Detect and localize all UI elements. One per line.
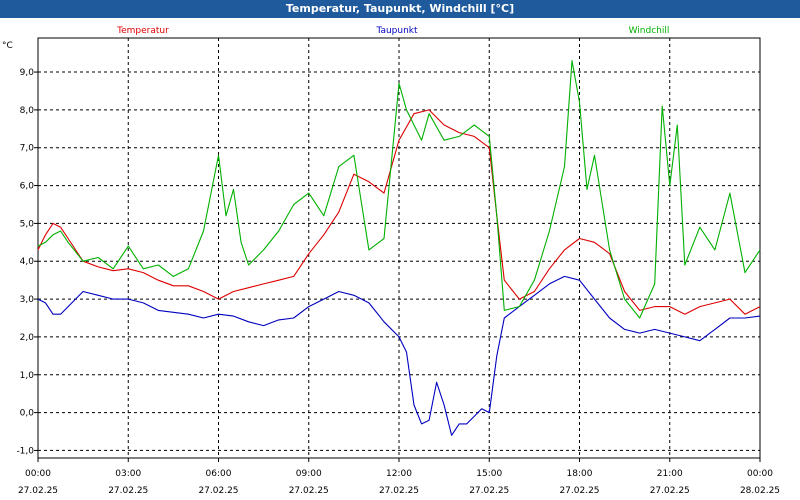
y-tick-label: 4,0 bbox=[20, 257, 35, 267]
series-lines bbox=[37, 60, 761, 436]
y-tick-label: 6,0 bbox=[20, 182, 35, 192]
y-tick-label: -1,0 bbox=[16, 446, 34, 456]
x-tick-date: 27.02.25 bbox=[198, 486, 238, 496]
y-tick-label: 1,0 bbox=[20, 371, 35, 381]
x-tick-time: 03:00 bbox=[115, 469, 141, 479]
x-tick-date: 27.02.25 bbox=[108, 486, 148, 496]
legend-item-temperatur: Temperatur bbox=[116, 26, 169, 36]
x-tick-time: 12:00 bbox=[386, 469, 412, 479]
line-chart: °C 9,0 8,0 7,0 6,0 5,0 4,0 3,0 2,0 1,0 0,0 -1,0 00:… bbox=[2, 26, 780, 496]
y-tick-label: 3,0 bbox=[20, 295, 35, 305]
tick-labels: 9,0 8,0 7,0 6,0 5,0 4,0 3,0 2,0 1,0 0,0 -1,0 00:00 2… bbox=[16, 68, 780, 496]
y-tick-label: 0,0 bbox=[20, 409, 35, 419]
grid-layer bbox=[34, 38, 761, 462]
window-title: Temperatur, Taupunkt, Windchill [°C] bbox=[0, 0, 800, 18]
legend-item-windchill: Windchill bbox=[629, 26, 670, 36]
legend-item-taupunkt: Taupunkt bbox=[375, 26, 418, 36]
x-tick-date: 27.02.25 bbox=[559, 486, 599, 496]
y-tick-label: 8,0 bbox=[20, 106, 35, 116]
y-axis-label: °C bbox=[2, 41, 13, 51]
y-tick-label: 7,0 bbox=[20, 144, 35, 154]
series-line-windchill bbox=[37, 60, 761, 319]
x-tick-date: 28.02.25 bbox=[740, 486, 780, 496]
x-tick-date: 27.02.25 bbox=[379, 486, 419, 496]
legend: Temperatur Taupunkt Windchill bbox=[116, 26, 669, 36]
x-tick-time: 21:00 bbox=[657, 469, 683, 479]
x-tick-time: 00:00 bbox=[25, 469, 51, 479]
series-line-taupunkt bbox=[37, 275, 761, 436]
x-tick-time: 15:00 bbox=[476, 469, 502, 479]
x-tick-date: 27.02.25 bbox=[289, 486, 329, 496]
x-tick-date: 27.02.25 bbox=[469, 486, 509, 496]
x-tick-date: 27.02.25 bbox=[650, 486, 690, 496]
x-tick-time: 09:00 bbox=[296, 469, 322, 479]
x-tick-date: 27.02.25 bbox=[18, 486, 58, 496]
x-tick-time: 18:00 bbox=[567, 469, 593, 479]
y-tick-label: 9,0 bbox=[20, 68, 35, 78]
y-tick-label: 5,0 bbox=[20, 219, 35, 229]
x-tick-time: 06:00 bbox=[206, 469, 232, 479]
y-tick-label: 2,0 bbox=[20, 333, 35, 343]
x-tick-time: 00:00 bbox=[747, 469, 773, 479]
